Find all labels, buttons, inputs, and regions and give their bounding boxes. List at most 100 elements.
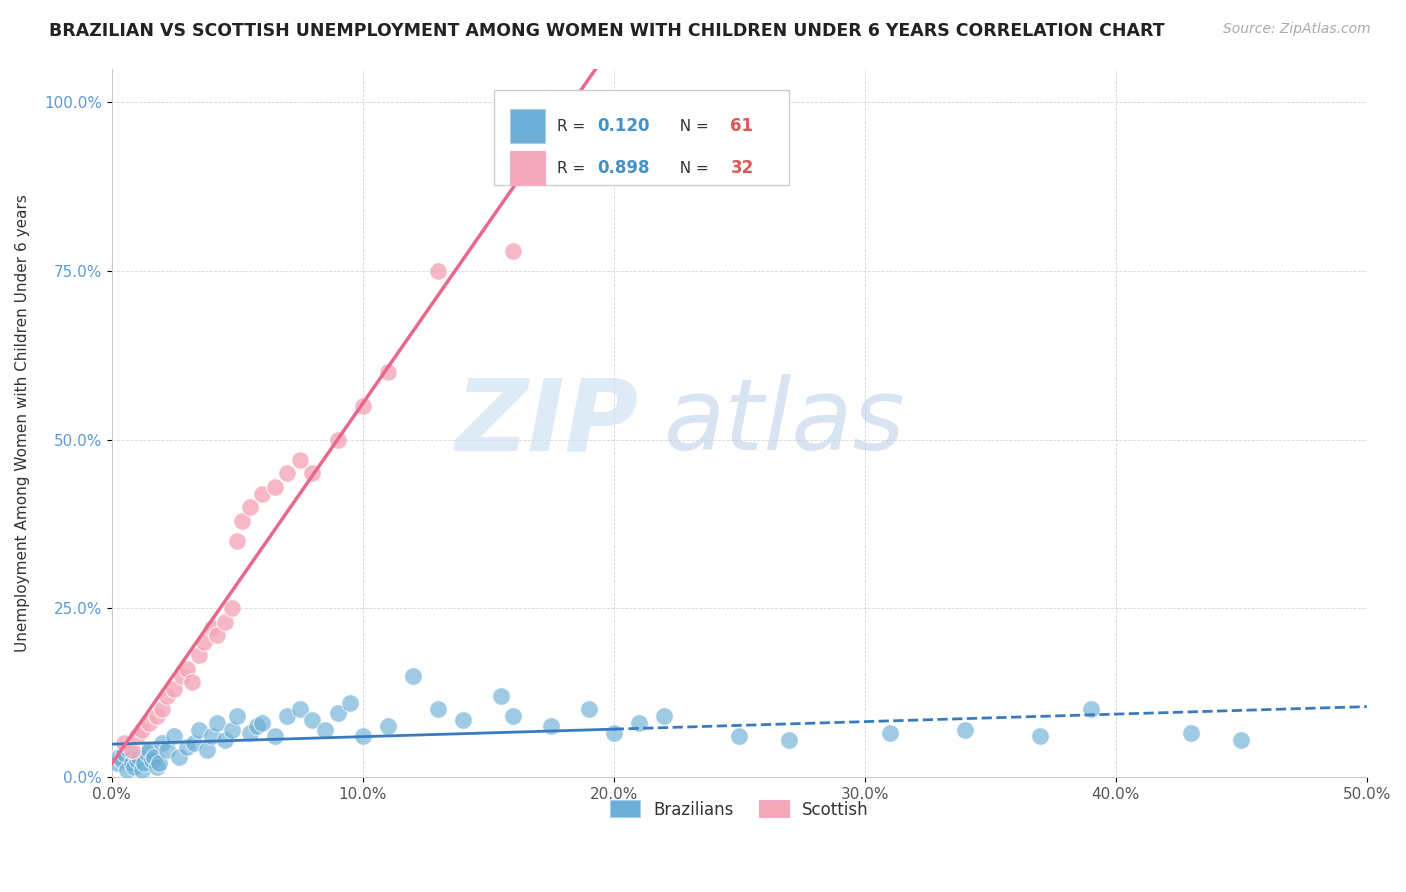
Text: Source: ZipAtlas.com: Source: ZipAtlas.com	[1223, 22, 1371, 37]
Bar	[495, 90, 789, 186]
Point	[252, 486, 274, 500]
Legend: Brazilians, Scottish: Brazilians, Scottish	[603, 794, 875, 825]
Text: R =: R =	[557, 161, 591, 176]
Point	[502, 244, 524, 258]
Point	[221, 601, 243, 615]
Point	[489, 689, 512, 703]
Point	[1029, 730, 1052, 744]
Y-axis label: Unemployment Among Women with Children Under 6 years: Unemployment Among Women with Children U…	[15, 194, 30, 652]
Point	[451, 713, 474, 727]
Point	[276, 709, 298, 723]
Point	[352, 399, 374, 413]
Point	[163, 730, 186, 744]
Point	[121, 756, 143, 771]
Point	[131, 763, 153, 777]
Point	[502, 709, 524, 723]
Point	[111, 753, 134, 767]
Point	[627, 715, 650, 730]
Point	[188, 648, 211, 663]
Point	[301, 467, 323, 481]
Point	[226, 533, 249, 548]
Point	[138, 715, 160, 730]
Point	[201, 730, 224, 744]
Text: BRAZILIAN VS SCOTTISH UNEMPLOYMENT AMONG WOMEN WITH CHILDREN UNDER 6 YEARS CORRE: BRAZILIAN VS SCOTTISH UNEMPLOYMENT AMONG…	[49, 22, 1164, 40]
Text: 0.120: 0.120	[598, 117, 650, 135]
Point	[193, 635, 215, 649]
Point	[426, 264, 449, 278]
Bar	[509, 109, 544, 143]
Point	[339, 696, 361, 710]
Point	[540, 719, 562, 733]
Point	[176, 662, 198, 676]
Point	[231, 514, 253, 528]
Point	[205, 715, 228, 730]
Point	[108, 749, 131, 764]
Point	[326, 706, 349, 720]
Point	[128, 749, 150, 764]
Bar	[509, 151, 544, 186]
Point	[578, 702, 600, 716]
Point	[246, 719, 269, 733]
Point	[377, 719, 399, 733]
Point	[239, 500, 262, 514]
Point	[188, 723, 211, 737]
Point	[105, 756, 128, 771]
Point	[125, 730, 148, 744]
Point	[239, 726, 262, 740]
Point	[263, 730, 285, 744]
Point	[150, 736, 173, 750]
Point	[314, 723, 336, 737]
Point	[214, 732, 236, 747]
Point	[226, 709, 249, 723]
Point	[263, 480, 285, 494]
Point	[402, 668, 425, 682]
Point	[112, 736, 135, 750]
Text: 61: 61	[731, 117, 754, 135]
Point	[195, 743, 218, 757]
Point	[135, 746, 157, 760]
Point	[1180, 726, 1202, 740]
Point	[778, 732, 800, 747]
Point	[121, 743, 143, 757]
Point	[156, 743, 179, 757]
Point	[953, 723, 976, 737]
Text: ZIP: ZIP	[456, 374, 638, 471]
Point	[146, 760, 169, 774]
Point	[652, 709, 675, 723]
Text: N =: N =	[671, 161, 714, 176]
Point	[426, 702, 449, 716]
Text: 0.898: 0.898	[598, 159, 650, 178]
Point	[214, 615, 236, 629]
Point	[112, 746, 135, 760]
Point	[118, 743, 141, 757]
Text: N =: N =	[671, 119, 714, 134]
Point	[131, 723, 153, 737]
Point	[205, 628, 228, 642]
Point	[141, 753, 163, 767]
Point	[125, 753, 148, 767]
Point	[201, 622, 224, 636]
Point	[377, 365, 399, 379]
Point	[122, 760, 145, 774]
Point	[221, 723, 243, 737]
Point	[146, 709, 169, 723]
Point	[728, 730, 751, 744]
Point	[276, 467, 298, 481]
Point	[352, 730, 374, 744]
Point	[301, 713, 323, 727]
Point	[1080, 702, 1102, 716]
Text: 32: 32	[731, 159, 754, 178]
Point	[326, 433, 349, 447]
Text: atlas: atlas	[664, 374, 905, 471]
Point	[288, 452, 311, 467]
Point	[183, 736, 205, 750]
Point	[156, 689, 179, 703]
Point	[176, 739, 198, 754]
Point	[252, 715, 274, 730]
Point	[879, 726, 901, 740]
Point	[170, 668, 193, 682]
Point	[169, 749, 191, 764]
Point	[115, 763, 138, 777]
Point	[578, 95, 600, 110]
Point	[143, 749, 166, 764]
